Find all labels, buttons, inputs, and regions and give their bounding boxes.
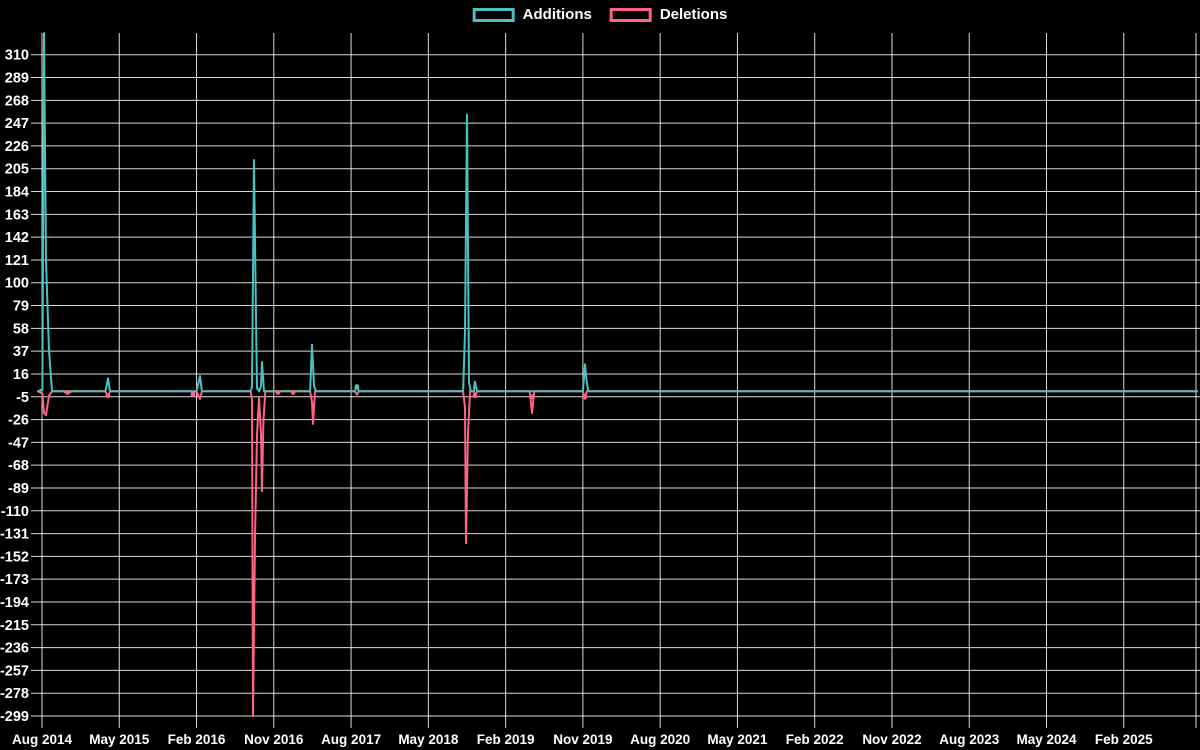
y-axis-tick-label: 16 <box>13 367 29 383</box>
legend-item-additions[interactable]: Additions <box>472 6 592 23</box>
x-axis-tick-label: Aug 2017 <box>321 732 381 747</box>
x-axis-tick-label: Nov 2016 <box>244 732 304 747</box>
x-axis-tick-label: Aug 2023 <box>939 732 1000 747</box>
deletions-point-marker <box>472 393 478 399</box>
y-axis-tick-label: 205 <box>5 162 29 178</box>
y-axis-tick-label: 226 <box>5 139 29 155</box>
y-axis-tick-label: 37 <box>13 344 29 360</box>
y-axis-tick-label: -257 <box>0 663 29 679</box>
x-axis-tick-label: May 2021 <box>707 732 768 747</box>
y-axis-tick-label: -5 <box>16 390 29 406</box>
y-axis-tick-label: -173 <box>0 572 29 588</box>
y-axis-tick-label: 163 <box>5 207 29 223</box>
y-axis-tick-label: 289 <box>5 71 29 87</box>
y-axis-tick-label: -152 <box>0 549 29 565</box>
y-axis-tick-label: -194 <box>0 595 29 611</box>
deletions-point-marker <box>105 393 111 399</box>
x-axis-tick-label: May 2024 <box>1016 732 1077 747</box>
deletions-point-marker <box>190 392 196 397</box>
x-axis-tick-label: Feb 2016 <box>168 732 226 747</box>
y-axis-tick-label: -68 <box>8 458 29 474</box>
y-axis-tick-label: -299 <box>0 709 29 725</box>
additions-point-marker <box>354 384 360 390</box>
x-axis-tick-label: Feb 2022 <box>786 732 844 747</box>
x-axis-tick-label: May 2015 <box>89 732 150 747</box>
y-axis-tick-label: 184 <box>5 185 29 201</box>
deletions-point-marker <box>65 390 70 395</box>
y-axis-tick-label: -47 <box>8 435 29 451</box>
x-axis-tick-label: Aug 2014 <box>12 732 73 747</box>
y-axis-tick-label: 142 <box>5 230 29 246</box>
chart-legend: Additions Deletions <box>472 6 728 23</box>
additions-legend-label: Additions <box>522 6 592 23</box>
legend-item-deletions[interactable]: Deletions <box>609 6 728 23</box>
deletions-swatch-icon <box>609 7 652 22</box>
y-axis-tick-label: 247 <box>5 116 29 132</box>
additions-line <box>37 32 1199 393</box>
y-axis-tick-label: 268 <box>5 93 29 109</box>
x-axis-tick-label: Feb 2025 <box>1095 732 1153 747</box>
y-axis-tick-label: -215 <box>0 618 29 634</box>
y-axis-tick-label: 100 <box>5 276 29 292</box>
y-axis-tick-label: -110 <box>1 504 29 520</box>
y-axis-tick-label: 58 <box>13 321 29 337</box>
x-axis-tick-label: Nov 2022 <box>862 732 921 747</box>
deletions-legend-label: Deletions <box>659 6 728 23</box>
additions-swatch-icon <box>472 7 515 22</box>
y-axis-tick-label: 121 <box>5 253 29 269</box>
deletions-point-marker <box>529 394 535 400</box>
x-axis-tick-label: Feb 2019 <box>477 732 535 747</box>
x-axis-tick-label: Nov 2019 <box>553 732 612 747</box>
x-axis-tick-label: May 2018 <box>398 732 459 747</box>
y-axis-tick-label: 310 <box>5 48 29 64</box>
y-axis-tick-label: 79 <box>13 299 29 315</box>
deletions-point-marker <box>290 390 296 395</box>
y-axis-tick-label: -236 <box>0 641 29 657</box>
y-axis-tick-label: -131 <box>0 527 29 543</box>
x-axis-tick-label: Aug 2020 <box>630 732 690 747</box>
y-axis-tick-label: -26 <box>8 413 29 429</box>
deletions-point-marker <box>582 394 588 400</box>
deletions-point-marker <box>275 390 281 395</box>
y-axis-tick-label: -278 <box>0 686 29 702</box>
y-axis-tick-label: -89 <box>8 481 29 497</box>
